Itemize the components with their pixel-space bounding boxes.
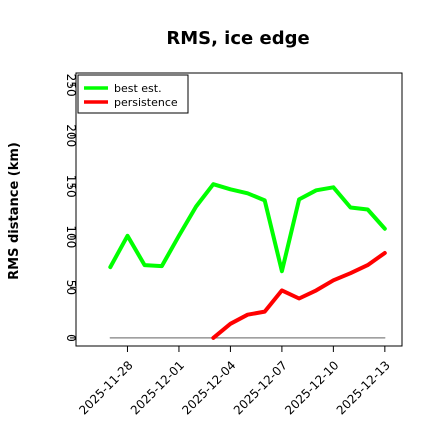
persistence-line — [211, 251, 387, 340]
legend-label-best-est: best est. — [114, 82, 162, 95]
y-tick-label: 0 — [64, 334, 78, 342]
y-axis-label: RMS distance (km) — [7, 142, 22, 280]
plot-frame — [75, 72, 403, 347]
y-tick-label: 150 — [64, 175, 78, 198]
chart-title: RMS, ice edge — [166, 28, 309, 49]
y-tick-label: 200 — [64, 124, 78, 147]
y-tick-label: 250 — [64, 74, 78, 97]
y-tick-label: 50 — [64, 280, 78, 295]
legend: best est. persistence — [77, 74, 189, 114]
series-layer — [108, 182, 387, 340]
best-est-line — [108, 182, 387, 274]
legend-label-persistence: persistence — [114, 96, 178, 109]
legend-box — [77, 74, 189, 114]
y-tick-label: 100 — [64, 225, 78, 248]
